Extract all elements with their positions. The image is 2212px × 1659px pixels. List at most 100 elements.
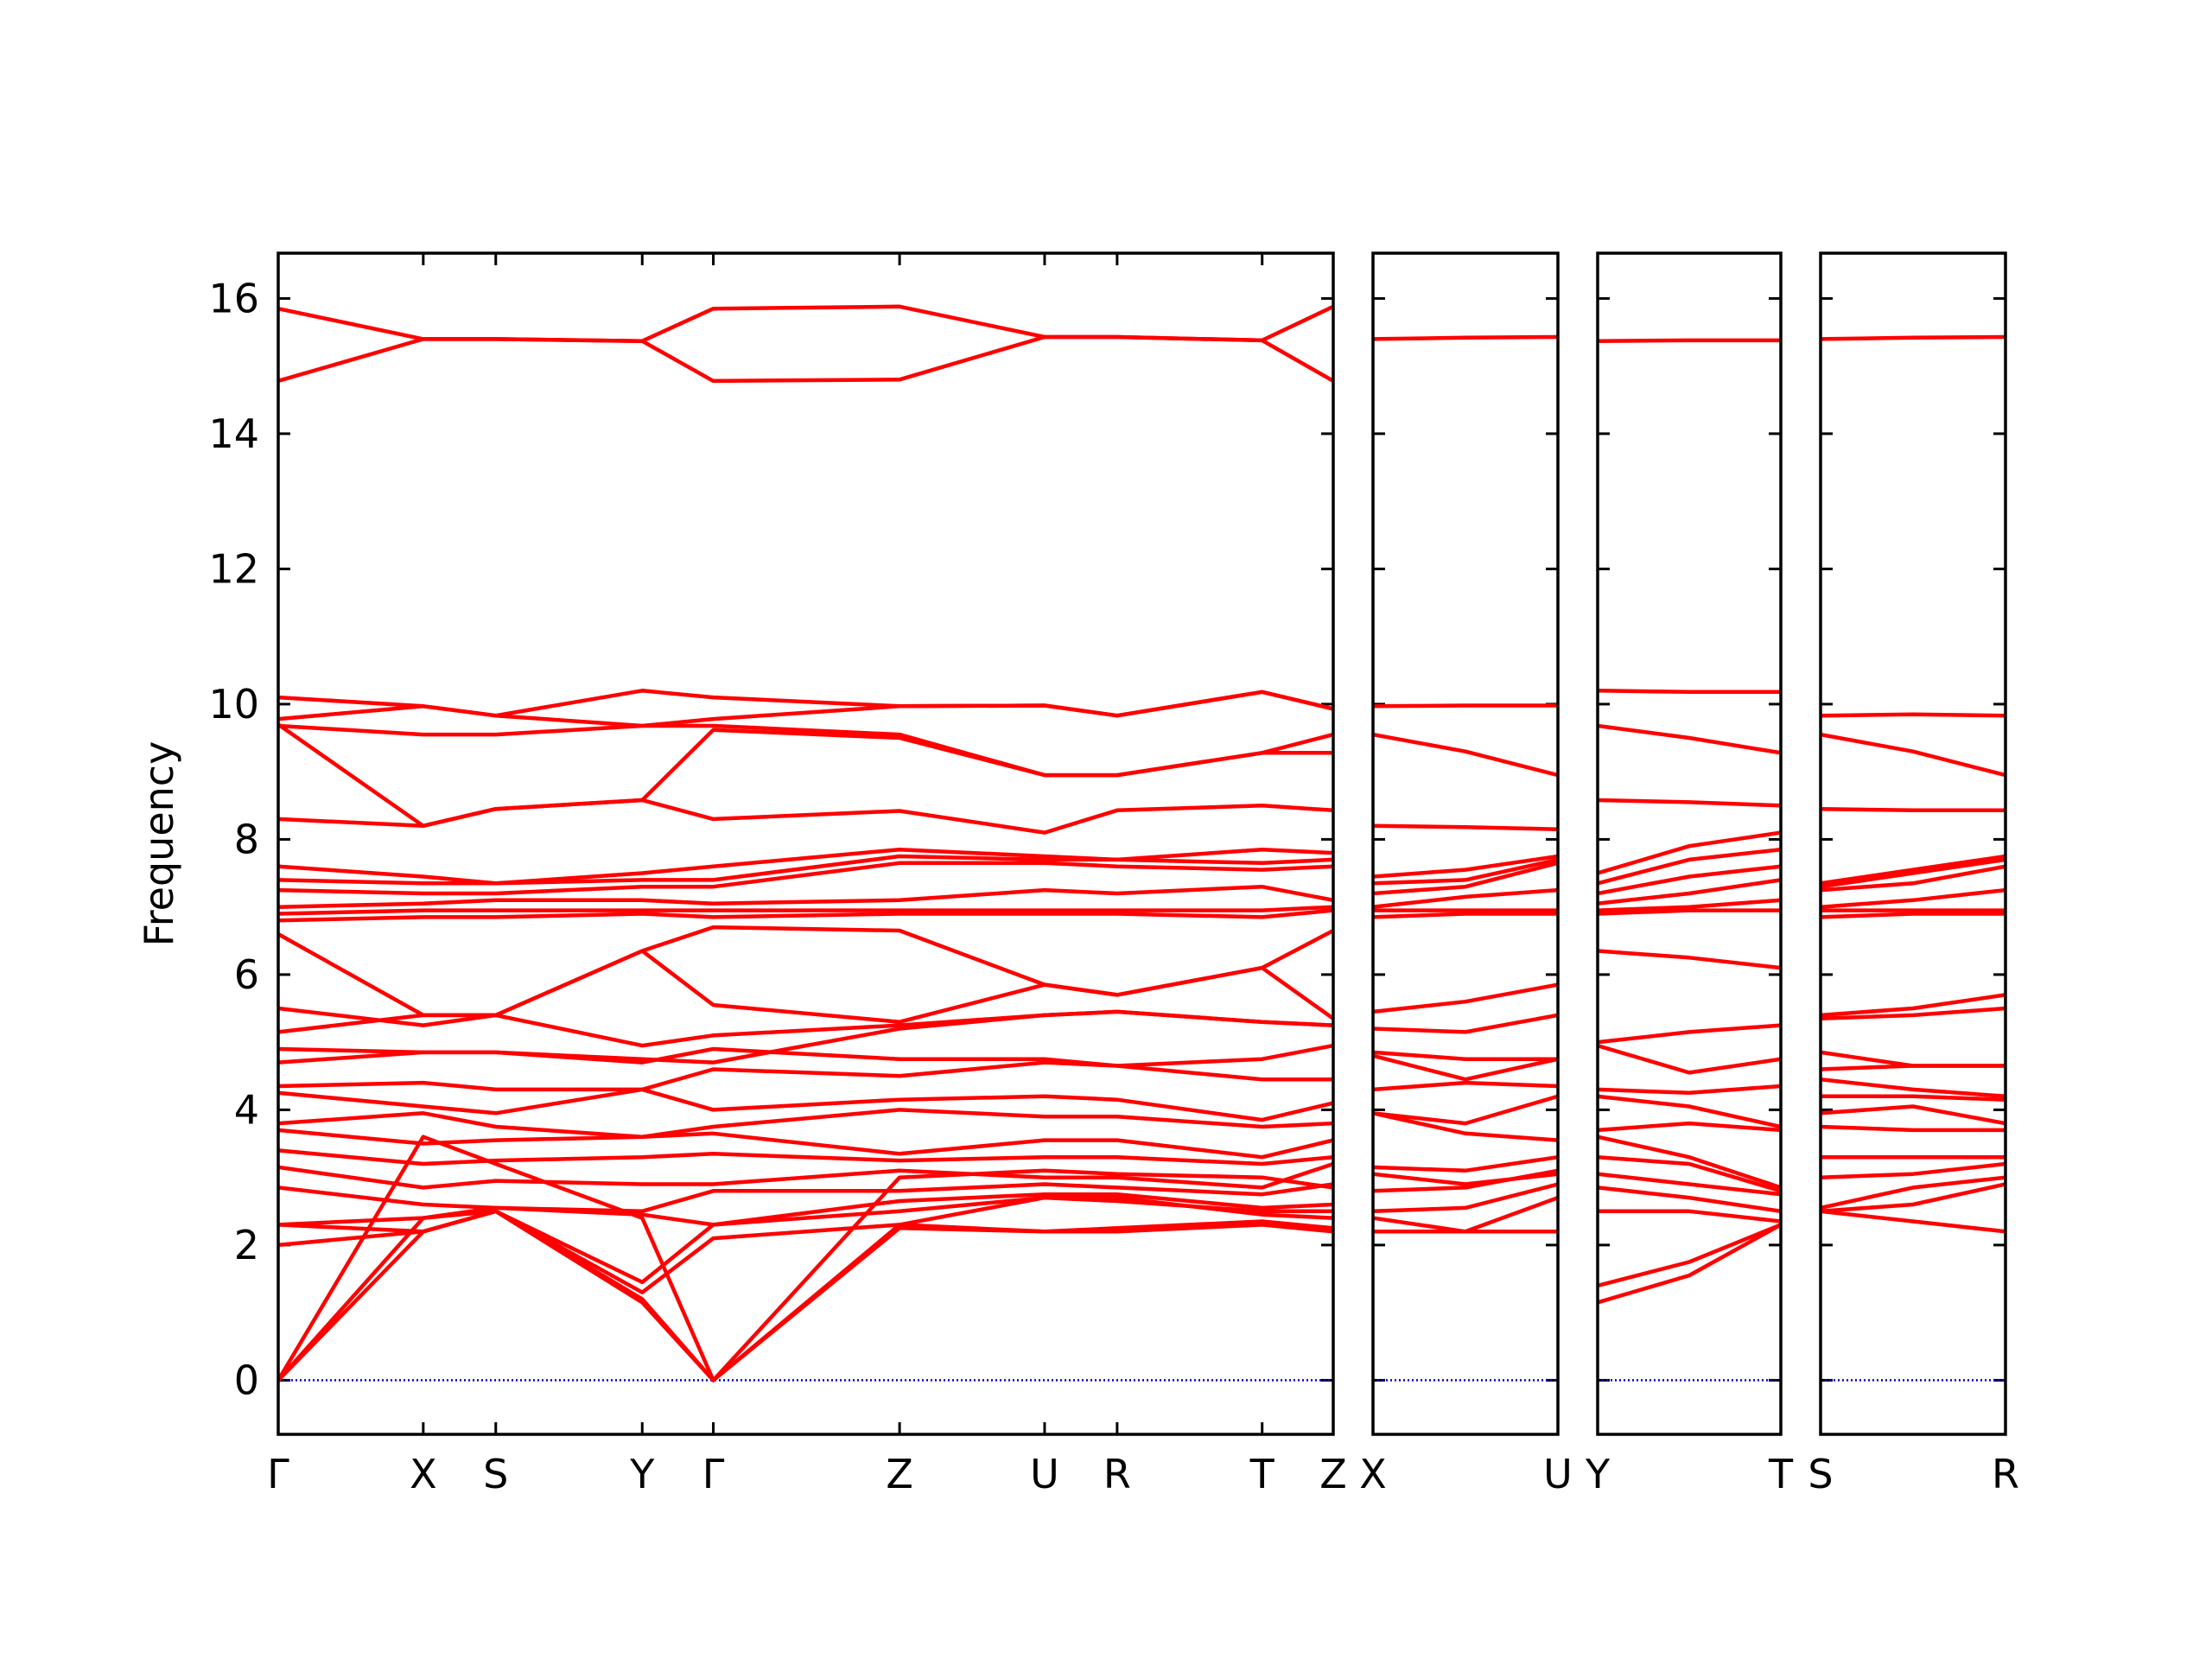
y-tick-label: 0 bbox=[234, 1357, 259, 1403]
x-tick-label: X bbox=[1359, 1451, 1387, 1497]
x-tick-label: Y bbox=[629, 1451, 655, 1497]
y-tick-label: 6 bbox=[234, 951, 259, 998]
band-line bbox=[1373, 887, 1558, 909]
band-line bbox=[1373, 823, 1558, 831]
band-line bbox=[1373, 861, 1558, 896]
band-line bbox=[1373, 854, 1558, 879]
band-line bbox=[1821, 854, 2005, 886]
plot-frame bbox=[1371, 251, 1560, 1436]
band-line bbox=[1373, 703, 1558, 709]
band-line bbox=[278, 722, 1333, 829]
y-tick-label: 8 bbox=[234, 816, 259, 862]
y-tick-label: 10 bbox=[208, 681, 259, 728]
band-line bbox=[1373, 732, 1558, 778]
band-line bbox=[1373, 982, 1558, 1014]
band-line bbox=[1821, 993, 2005, 1018]
band-line bbox=[1373, 1154, 1558, 1173]
band-line bbox=[278, 1135, 1333, 1382]
plot-frame bbox=[1819, 251, 2007, 1436]
band-line bbox=[278, 847, 1333, 886]
band-line bbox=[1821, 334, 2005, 341]
band-line bbox=[1821, 887, 2005, 909]
band-line bbox=[1373, 1050, 1558, 1061]
band-line bbox=[1598, 949, 1781, 970]
x-tick-label: R bbox=[1992, 1451, 2019, 1497]
band-line bbox=[1821, 857, 2005, 889]
band-line bbox=[278, 925, 1333, 1018]
band-line bbox=[1821, 712, 2005, 718]
y-tick-label: 14 bbox=[208, 410, 259, 457]
band-line bbox=[1821, 806, 2005, 813]
band-line bbox=[278, 1195, 1333, 1382]
band-line bbox=[1598, 847, 1781, 886]
x-tick-label: Y bbox=[1585, 1451, 1611, 1497]
x-tick-label: T bbox=[1249, 1451, 1275, 1497]
band-line bbox=[1598, 1135, 1781, 1190]
y-tick-label: 4 bbox=[234, 1086, 259, 1133]
band-line bbox=[1598, 723, 1781, 755]
band-line bbox=[278, 1043, 1333, 1068]
band-line bbox=[1821, 732, 2005, 778]
band-line bbox=[278, 1195, 1333, 1285]
band-line bbox=[1821, 864, 2005, 893]
band-line bbox=[278, 854, 1333, 886]
band-line bbox=[278, 884, 1333, 909]
band-line bbox=[1821, 1064, 2005, 1071]
band-line bbox=[1821, 912, 2005, 919]
band-line bbox=[278, 1209, 1333, 1382]
x-tick-label: T bbox=[1768, 1451, 1794, 1497]
x-tick-label: Γ bbox=[702, 1451, 725, 1497]
band-line bbox=[1373, 1080, 1558, 1092]
y-tick-label: 16 bbox=[208, 275, 259, 321]
band-line bbox=[1598, 338, 1781, 343]
band-line bbox=[1598, 898, 1781, 912]
x-tick-label: S bbox=[483, 1451, 508, 1497]
x-tick-label: R bbox=[1103, 1451, 1131, 1497]
band-line bbox=[278, 1148, 1333, 1166]
band-line bbox=[1373, 857, 1558, 886]
band-line bbox=[1821, 1209, 2005, 1234]
x-tick-label: S bbox=[1808, 1451, 1833, 1497]
band-line bbox=[278, 1161, 1333, 1190]
band-line bbox=[1821, 1124, 2005, 1133]
band-line bbox=[1373, 1182, 1558, 1214]
y-axis-label: Frequency bbox=[136, 741, 182, 947]
band-line bbox=[278, 1087, 1333, 1122]
band-line bbox=[1821, 1050, 2005, 1068]
band-line bbox=[278, 1192, 1333, 1227]
band-line bbox=[1598, 1209, 1781, 1224]
band-line bbox=[1598, 1223, 1781, 1288]
band-line bbox=[1373, 1094, 1558, 1126]
plot-frame bbox=[276, 251, 1335, 1436]
x-tick-label: X bbox=[410, 1451, 437, 1497]
band-line bbox=[1598, 908, 1781, 916]
band-line bbox=[1373, 1195, 1558, 1234]
band-line bbox=[1373, 1111, 1558, 1142]
band-line bbox=[1373, 334, 1558, 341]
band-line bbox=[1373, 1053, 1558, 1082]
band-line bbox=[1598, 864, 1781, 896]
band-line bbox=[278, 690, 1333, 728]
band-line bbox=[1598, 878, 1781, 906]
band-line bbox=[1598, 798, 1781, 808]
band-line bbox=[1598, 689, 1781, 695]
band-line bbox=[1821, 1006, 2005, 1021]
band-line bbox=[278, 798, 1333, 835]
band-line bbox=[1598, 1154, 1781, 1193]
band-line bbox=[278, 1128, 1333, 1160]
plot-frame bbox=[1596, 251, 1783, 1436]
band-line bbox=[278, 1182, 1333, 1214]
band-line bbox=[1598, 1121, 1781, 1133]
band-line bbox=[1373, 912, 1558, 919]
band-line bbox=[1821, 1182, 2005, 1214]
band-line bbox=[1373, 1168, 1558, 1193]
band-line bbox=[278, 1060, 1333, 1092]
band-line bbox=[1598, 1084, 1781, 1096]
band-line bbox=[1821, 1161, 2005, 1179]
band-line bbox=[278, 1108, 1333, 1139]
